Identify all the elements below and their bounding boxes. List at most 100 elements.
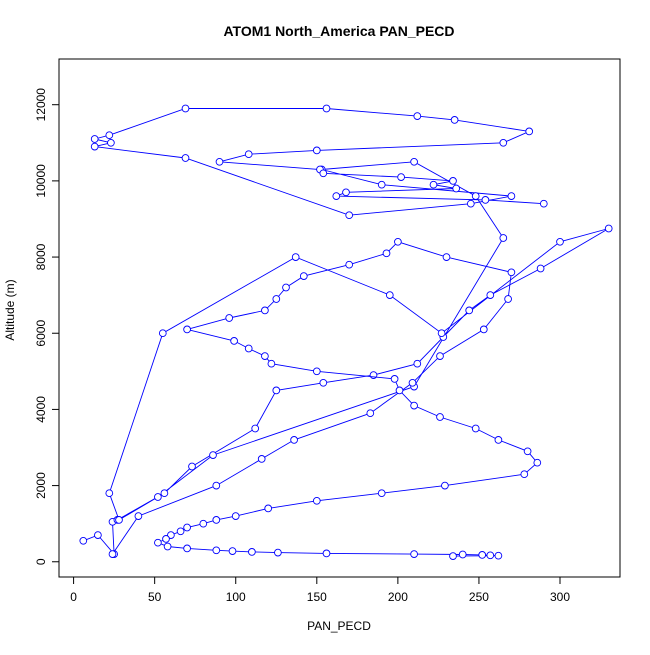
- x-axis: 0 50 100 150 200 250 300: [70, 576, 570, 604]
- x-tick-label: 150: [307, 590, 327, 604]
- data-point: [257, 455, 266, 463]
- data-point: [115, 516, 123, 524]
- data-point: [436, 352, 444, 360]
- data-point: [366, 409, 375, 418]
- series-1: [79, 104, 613, 558]
- data-point: [105, 131, 114, 140]
- data-point: [452, 184, 461, 193]
- data-point: [345, 211, 354, 220]
- data-point: [507, 268, 516, 277]
- data-point: [212, 481, 221, 490]
- y-tick-label: 8000: [34, 243, 48, 270]
- data-point: [261, 352, 269, 360]
- data-point: [449, 177, 457, 185]
- data-point: [499, 234, 508, 242]
- data-point: [231, 512, 240, 520]
- data-point: [486, 551, 495, 560]
- data-point: [507, 192, 516, 200]
- data-point: [183, 544, 191, 553]
- data-point: [442, 253, 451, 261]
- y-tick-label: 12000: [34, 88, 48, 122]
- data-point: [267, 359, 276, 368]
- y-axis-label: Altitude (m): [3, 279, 17, 340]
- data-point: [395, 386, 404, 395]
- data-point: [105, 489, 114, 498]
- data-point: [199, 519, 208, 528]
- data-point: [481, 196, 490, 204]
- data-point: [332, 192, 341, 200]
- data-point: [108, 550, 117, 558]
- data-point: [471, 424, 480, 433]
- x-tick-label: 300: [550, 590, 570, 604]
- data-point: [413, 112, 422, 120]
- data-point: [163, 542, 172, 551]
- data-point: [397, 173, 405, 181]
- data-point: [183, 325, 191, 334]
- data-point: [90, 135, 99, 143]
- x-tick-label: 250: [469, 590, 489, 604]
- data-point: [291, 253, 300, 261]
- data-point: [94, 531, 102, 539]
- data-point: [225, 314, 234, 322]
- x-tick-label: 200: [388, 590, 408, 604]
- data-point: [244, 150, 253, 159]
- data-point: [79, 536, 88, 545]
- data-point: [385, 291, 394, 299]
- data-point: [525, 127, 534, 136]
- data-point: [322, 104, 331, 113]
- data-point: [230, 337, 238, 345]
- data-point: [319, 378, 328, 387]
- x-tick-label: 0: [70, 590, 77, 604]
- data-point: [322, 549, 331, 558]
- data-point: [410, 550, 418, 558]
- data-point: [188, 462, 196, 471]
- data-point: [504, 295, 512, 303]
- data-point: [441, 481, 449, 490]
- data-point: [486, 291, 495, 299]
- data-point: [209, 451, 217, 459]
- data-point: [248, 548, 256, 556]
- data-point: [436, 413, 444, 421]
- data-point: [413, 359, 422, 368]
- data-point: [494, 436, 503, 444]
- plot-frame: [58, 58, 621, 578]
- data-point: [382, 249, 391, 258]
- y-tick-label: 4000: [34, 396, 48, 423]
- chart-title: ATOM1 North_America PAN_PECD: [223, 23, 454, 39]
- data-point: [533, 458, 542, 467]
- series-2: [108, 237, 542, 560]
- data-point: [523, 447, 532, 456]
- data-point: [312, 146, 321, 155]
- data-point: [282, 283, 290, 292]
- data-point: [466, 199, 475, 208]
- y-tick-label: 10000: [34, 164, 48, 198]
- data-point: [465, 306, 474, 315]
- data-point: [181, 154, 190, 162]
- data-point: [272, 295, 281, 303]
- data-point: [90, 142, 99, 151]
- data-point: [437, 329, 446, 338]
- data-point: [520, 470, 529, 479]
- x-axis-label: PAN_PECD: [307, 619, 371, 633]
- data-point: [244, 344, 253, 353]
- data-point: [499, 138, 508, 147]
- data-point: [410, 157, 418, 166]
- data-point: [134, 512, 143, 520]
- data-point: [261, 306, 269, 315]
- series-layer: [79, 104, 613, 560]
- data-point: [107, 138, 115, 147]
- data-point: [290, 436, 298, 444]
- series-line: [112, 241, 538, 557]
- data-point: [212, 516, 221, 524]
- data-point: [449, 552, 457, 560]
- data-point: [319, 169, 328, 178]
- data-point: [479, 325, 488, 334]
- data-point: [377, 180, 386, 189]
- data-point: [471, 192, 480, 200]
- data-point: [536, 264, 545, 273]
- data-point: [228, 547, 237, 555]
- data-point: [377, 489, 386, 498]
- data-point: [450, 116, 459, 124]
